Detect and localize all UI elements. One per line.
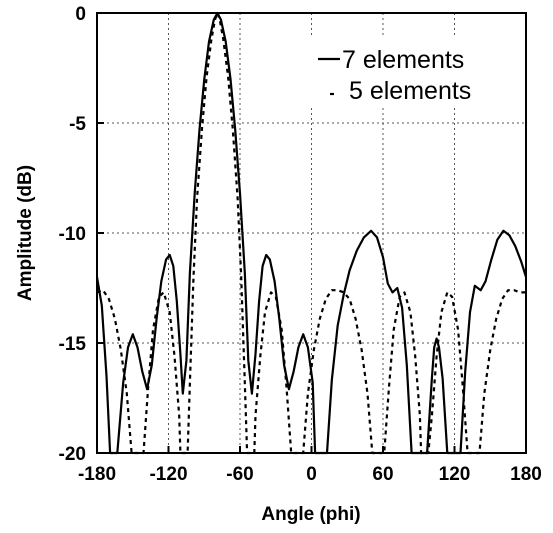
y-tick-labels: 0 -5 -10 -15 -20 bbox=[59, 4, 87, 465]
x-tick-label: -120 bbox=[149, 464, 187, 485]
y-tick-label: -15 bbox=[59, 334, 87, 355]
y-tick-label: -20 bbox=[59, 444, 86, 465]
tick-marks bbox=[96, 12, 527, 454]
y-tick-label: -10 bbox=[59, 224, 86, 245]
y-tick-label: -5 bbox=[69, 114, 86, 135]
x-axis-label: Angle (phi) bbox=[261, 504, 360, 525]
x-tick-label: 0 bbox=[306, 464, 317, 485]
x-tick-label: 60 bbox=[372, 464, 393, 485]
legend: 7 elements 5 elements bbox=[305, 37, 502, 108]
x-tick-labels: -180 -120 -60 0 60 120 180 bbox=[78, 464, 542, 485]
x-tick-label: 180 bbox=[510, 464, 542, 485]
x-tick-label: -60 bbox=[226, 464, 253, 485]
legend-box bbox=[305, 37, 502, 108]
series-line-5-elements bbox=[96, 11, 526, 455]
x-tick-label: 120 bbox=[439, 464, 471, 485]
legend-label-7-elements: 7 elements bbox=[342, 46, 464, 74]
y-axis-label: Amplitude (dB) bbox=[15, 165, 36, 301]
x-tick-label: -180 bbox=[78, 464, 116, 485]
y-tick-label: 0 bbox=[75, 4, 86, 25]
grid bbox=[97, 13, 526, 453]
series-line-7-elements bbox=[95, 11, 528, 455]
series-layer bbox=[95, 11, 528, 455]
legend-label-5-elements: 5 elements bbox=[349, 77, 471, 105]
